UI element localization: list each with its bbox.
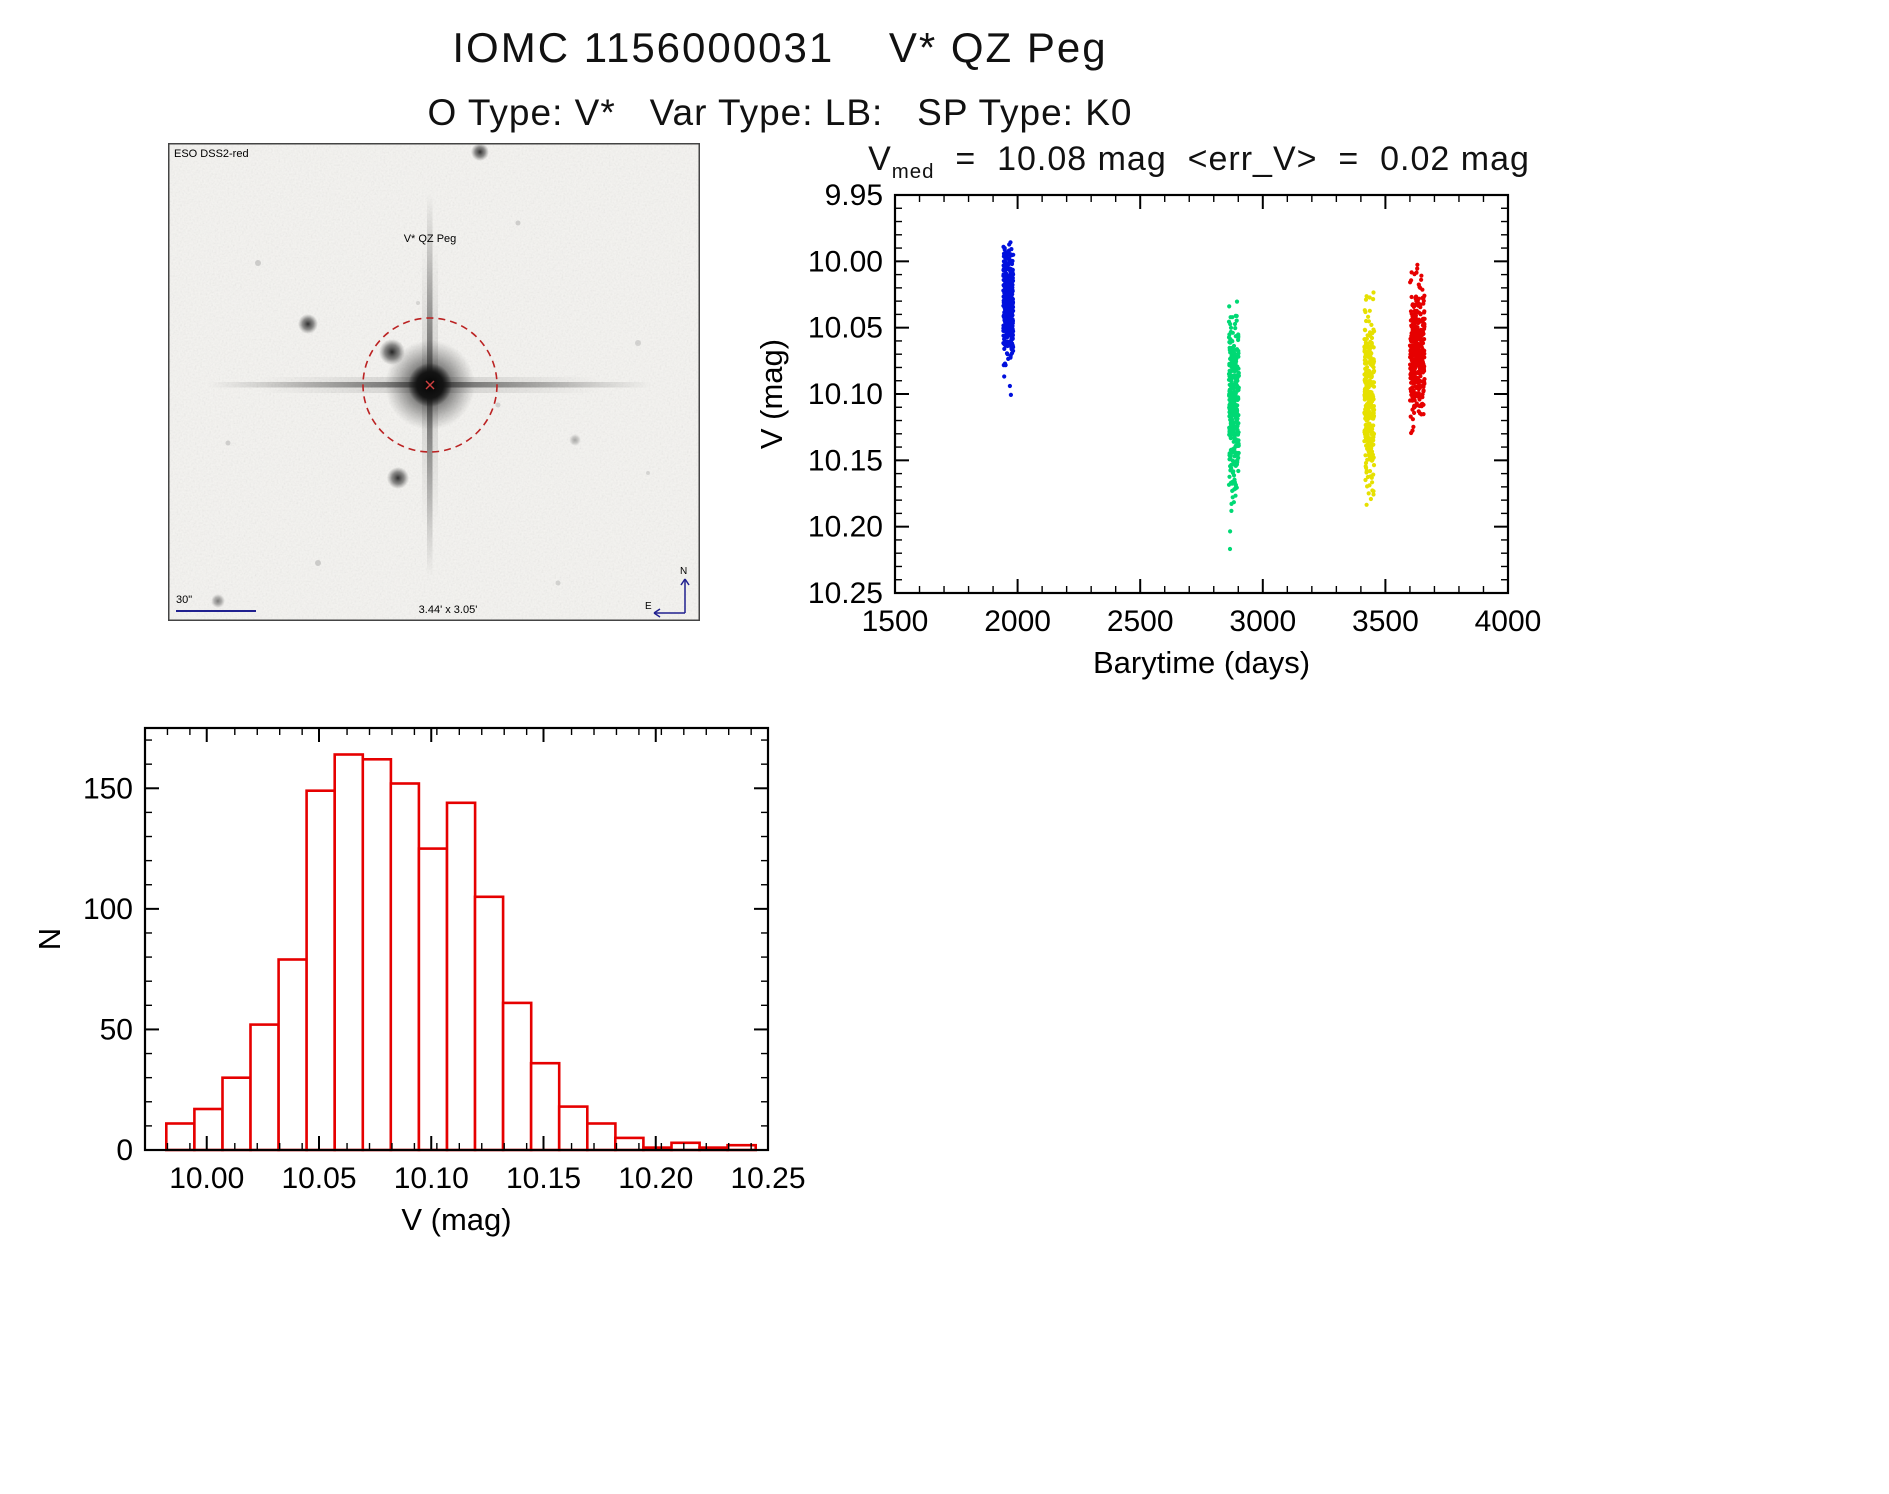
lightcurve-stats-title: Vmed = 10.08 mag <err_V> = 0.02 mag bbox=[793, 140, 1605, 184]
compass-east-label: E bbox=[645, 601, 652, 612]
page-subtitle: O Type: V* Var Type: LB: SP Type: K0 bbox=[427, 92, 1133, 133]
fov-label: 3.44' x 3.05' bbox=[419, 604, 478, 616]
scale-bar: 30" bbox=[176, 594, 256, 612]
x-tick-label: 2000 bbox=[984, 605, 1051, 638]
histogram-bar bbox=[193, 1107, 224, 1152]
field-stars bbox=[211, 143, 650, 608]
finding-chart-image: V* QZ Peg ESO DSS2-red 30" 3.44' x 3.05'… bbox=[168, 143, 700, 621]
x-tick-label: 2500 bbox=[1107, 605, 1174, 638]
vmed-values: = 10.08 mag <err_V> = 0.02 mag bbox=[934, 140, 1530, 178]
x-tick-label: 3500 bbox=[1352, 605, 1419, 638]
histogram-bar bbox=[501, 1001, 533, 1152]
x-tick-label: 10.25 bbox=[730, 1162, 805, 1195]
image-border bbox=[168, 143, 700, 621]
lightcurve-plot: 1500 2000 2500 3000 3500 4000 9.95 10.00 10.05 10… bbox=[760, 179, 1542, 680]
page-title: IOMC 1156000031 V* QZ Peg bbox=[452, 24, 1108, 71]
y-tick-label: 10.25 bbox=[808, 577, 883, 610]
y-tick-label: 10.15 bbox=[808, 444, 883, 477]
y-tick-label: 10.05 bbox=[808, 312, 883, 345]
star-label: V* QZ Peg bbox=[404, 233, 457, 245]
histogram-bar bbox=[529, 1061, 561, 1152]
y-tick-label: 50 bbox=[100, 1013, 133, 1046]
scale-bar-label: 30" bbox=[176, 594, 192, 606]
vmed-subscript: med bbox=[891, 160, 935, 183]
histogram-bar bbox=[417, 847, 449, 1152]
histogram-bar bbox=[305, 789, 337, 1152]
histogram-bars bbox=[165, 753, 757, 1152]
compass-north-label: N bbox=[680, 566, 687, 577]
histogram-bar bbox=[221, 1076, 252, 1152]
histogram-plot: 10.00 10.05 10.10 10.15 10.20 10.25 0 50 100 150 V… bbox=[32, 726, 806, 1237]
y-axis-label: V (mag) bbox=[760, 339, 789, 449]
x-axis-label: Barytime (days) bbox=[1093, 645, 1310, 680]
histogram-bar bbox=[361, 757, 393, 1152]
x-tick-label: 3000 bbox=[1229, 605, 1296, 638]
scatter-cluster-epoch-4 bbox=[1407, 262, 1427, 436]
finding-chart-svg: V* QZ Peg ESO DSS2-red 30" 3.44' x 3.05'… bbox=[168, 143, 700, 621]
y-tick-label: 10.00 bbox=[808, 245, 883, 278]
survey-annotations: ESO DSS2-red 30" 3.44' x 3.05' N E bbox=[174, 148, 690, 618]
field-star bbox=[471, 143, 489, 161]
survey-label: ESO DSS2-red bbox=[174, 148, 249, 160]
compass: N E bbox=[645, 566, 690, 618]
x-tick-label: 4000 bbox=[1475, 605, 1542, 638]
x-tick-label: 10.05 bbox=[281, 1162, 356, 1195]
x-tick-label: 1500 bbox=[862, 605, 929, 638]
y-tick-label: 100 bbox=[83, 893, 133, 926]
y-tick-label: 150 bbox=[83, 772, 133, 805]
vmed-symbol: V bbox=[868, 140, 892, 178]
x-tick-label: 10.20 bbox=[618, 1162, 693, 1195]
histogram-bar bbox=[333, 753, 365, 1152]
y-tick-label: 9.95 bbox=[825, 179, 883, 212]
scatter-cluster-epoch-1 bbox=[1001, 240, 1016, 397]
histogram-bar bbox=[389, 782, 421, 1152]
histogram-bar bbox=[445, 801, 477, 1152]
plot-frame bbox=[143, 726, 770, 1152]
target-marker-circle bbox=[362, 317, 498, 453]
scatter-cluster-epoch-3 bbox=[1362, 290, 1377, 507]
histogram-bar bbox=[249, 1023, 280, 1152]
field-star bbox=[211, 594, 225, 608]
target-marker: V* QZ Peg bbox=[362, 233, 498, 453]
x-tick-label: 10.00 bbox=[169, 1162, 244, 1195]
histogram-bar bbox=[557, 1105, 589, 1152]
histogram-bar bbox=[277, 958, 309, 1152]
target-cross-icon bbox=[425, 380, 435, 390]
y-axis-label: N bbox=[32, 928, 67, 950]
field-star bbox=[387, 467, 409, 489]
x-axis-label: V (mag) bbox=[401, 1202, 511, 1237]
histogram-bar bbox=[473, 895, 505, 1152]
y-tick-label: 10.10 bbox=[808, 378, 883, 411]
y-tick-label: 0 bbox=[116, 1134, 133, 1167]
histogram-bar bbox=[585, 1122, 617, 1152]
field-star bbox=[569, 434, 581, 446]
x-tick-label: 10.15 bbox=[506, 1162, 581, 1195]
scatter-cluster-epoch-2 bbox=[1226, 299, 1241, 552]
x-tick-label: 10.10 bbox=[394, 1162, 469, 1195]
field-star bbox=[298, 314, 318, 334]
y-tick-label: 10.20 bbox=[808, 511, 883, 544]
